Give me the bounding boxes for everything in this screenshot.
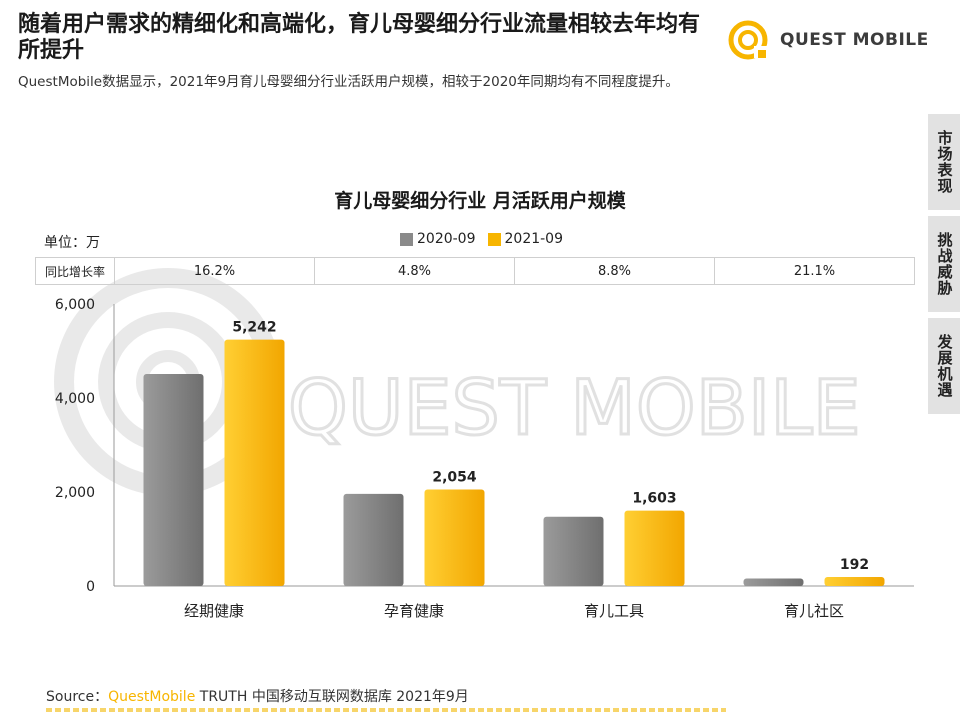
y-tick-label: 6,000 bbox=[55, 297, 95, 313]
y-tick-label: 0 bbox=[86, 579, 95, 595]
tab-challenges[interactable]: 挑战威胁 bbox=[928, 216, 960, 312]
tab-opportunities[interactable]: 发展机遇 bbox=[928, 318, 960, 414]
quest-mobile-logo-icon bbox=[728, 20, 768, 60]
tab-market-performance[interactable]: 市场表现 bbox=[928, 114, 960, 210]
category-label: 孕育健康 bbox=[384, 602, 444, 620]
legend-swatch-2021 bbox=[487, 232, 501, 246]
logo-text: QUEST MOBILE bbox=[780, 30, 929, 50]
subtitle: QuestMobile数据显示，2021年9月育儿母婴细分行业活跃用户规模，相较… bbox=[18, 74, 679, 90]
bar-2020 bbox=[343, 493, 404, 586]
y-tick-label: 4,000 bbox=[55, 391, 95, 407]
legend-label-2020: 2020-09 bbox=[417, 231, 476, 247]
source-brand: QuestMobile bbox=[108, 689, 196, 705]
growth-rate-cell: 8.8% bbox=[515, 258, 715, 284]
growth-rate-header: 同比增长率 bbox=[36, 258, 115, 284]
category-label: 育儿社区 bbox=[784, 602, 844, 620]
bar-layer bbox=[143, 339, 885, 586]
side-tabs: 市场表现 挑战威胁 发展机遇 bbox=[928, 114, 960, 420]
data-label: 192 bbox=[840, 557, 869, 573]
label-layer: 5,242 经期健康 2,054 孕育健康 1,603 育儿工具 192 育儿社区 bbox=[184, 320, 869, 620]
growth-rate-cell: 21.1% bbox=[793, 263, 836, 279]
bar-2021 bbox=[624, 510, 685, 586]
unit-label: 单位：万 bbox=[44, 235, 100, 251]
source-rest: TRUTH 中国移动互联网数据库 2021年9月 bbox=[195, 689, 469, 705]
data-label: 2,054 bbox=[432, 469, 477, 485]
growth-rate-row: 同比增长率 16.2% 4.8% 8.8% 21.1% bbox=[35, 257, 915, 285]
legend-item-2020: 2020-09 bbox=[400, 231, 476, 247]
quest-mobile-logo: QUEST MOBILE bbox=[726, 16, 929, 62]
bar-2020 bbox=[543, 516, 604, 586]
category-label: 经期健康 bbox=[184, 602, 244, 620]
bar-2020 bbox=[743, 578, 804, 586]
bar-2021 bbox=[224, 339, 285, 586]
legend-label-2021: 2021-09 bbox=[504, 231, 564, 247]
growth-rate-cell: 4.8% bbox=[315, 258, 515, 284]
chart-title: 育儿母婴细分行业 月活跃用户规模 bbox=[334, 190, 626, 212]
watermark-text: QUEST MOBILE bbox=[288, 363, 861, 452]
source-note: Source：QuestMobile TRUTH 中国移动互联网数据库 2021… bbox=[46, 686, 469, 706]
bar-2021 bbox=[824, 576, 885, 586]
data-label: 5,242 bbox=[232, 320, 276, 336]
footer-stripe bbox=[46, 708, 726, 712]
source-prefix: Source： bbox=[46, 689, 109, 705]
y-tick-label: 2,000 bbox=[55, 485, 95, 501]
legend: 2020-09 2021-09 bbox=[400, 231, 563, 247]
growth-rate-cell: 16.2% bbox=[115, 258, 315, 284]
headline: 随着用户需求的精细化和高端化，育儿母婴细分行业流量相较去年均有所提升 bbox=[18, 12, 701, 63]
bar-2021 bbox=[424, 489, 485, 586]
legend-swatch-2020 bbox=[400, 232, 413, 246]
data-label: 1,603 bbox=[632, 491, 676, 507]
category-label: 育儿工具 bbox=[584, 602, 644, 620]
bar-2020 bbox=[143, 374, 204, 586]
legend-item-2021: 2021-09 bbox=[487, 231, 564, 247]
